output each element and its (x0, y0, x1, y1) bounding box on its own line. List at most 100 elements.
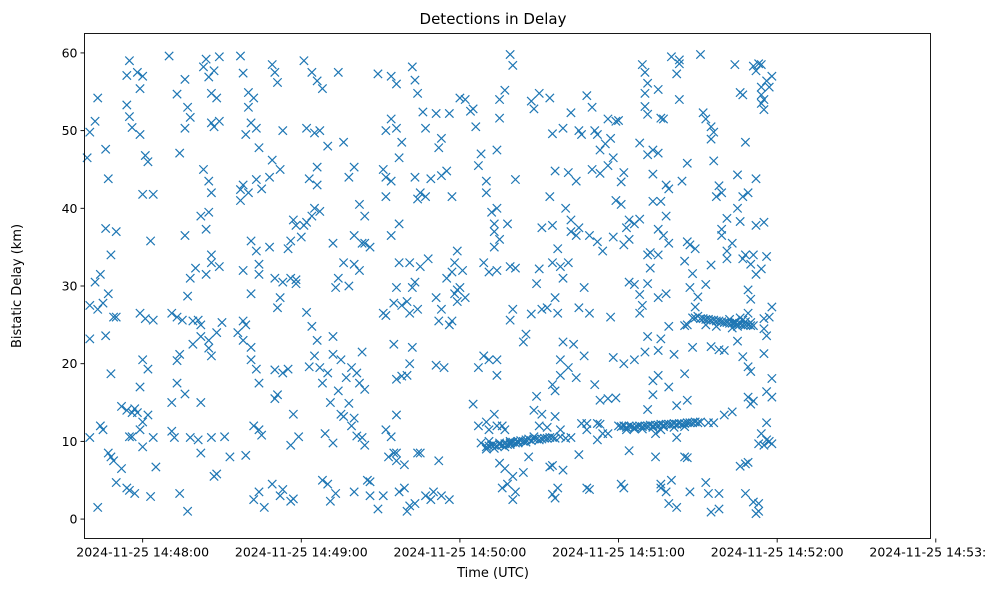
data-point (101, 144, 111, 154)
data-point (571, 373, 581, 383)
data-point (592, 237, 603, 247)
data-point (590, 380, 600, 390)
data-point (555, 261, 565, 272)
data-point (331, 488, 341, 499)
data-point (124, 432, 135, 442)
data-point (555, 425, 565, 435)
data-point (235, 51, 246, 61)
data-point (605, 312, 616, 322)
data-point (354, 199, 365, 210)
data-point (518, 467, 528, 478)
data-point (93, 304, 103, 314)
data-point (412, 194, 423, 204)
data-point (394, 258, 404, 268)
data-point (563, 167, 573, 178)
data-point (196, 397, 206, 408)
data-point (537, 304, 547, 314)
data-point (616, 199, 626, 210)
data-point (399, 483, 410, 493)
data-point (116, 401, 127, 412)
data-point (122, 405, 132, 415)
data-point (767, 439, 777, 449)
data-point (415, 188, 425, 198)
data-point (521, 329, 531, 339)
data-point (434, 456, 444, 466)
data-point (746, 259, 756, 269)
data-point (648, 145, 658, 155)
data-point (307, 211, 317, 221)
data-point (357, 347, 367, 357)
data-point (653, 84, 663, 95)
data-point (389, 298, 399, 308)
data-point (732, 321, 743, 332)
data-point (709, 418, 719, 428)
data-point (624, 277, 634, 287)
data-point (93, 502, 103, 513)
data-point (529, 104, 539, 114)
data-point (349, 487, 359, 497)
data-point (349, 259, 359, 269)
data-point (558, 337, 568, 347)
data-point (122, 100, 132, 110)
data-point (508, 471, 518, 481)
data-point (582, 91, 592, 101)
data-point (701, 114, 711, 124)
data-point (642, 404, 653, 415)
data-point (648, 390, 658, 400)
data-point (333, 273, 343, 283)
data-point (555, 370, 565, 380)
data-point (85, 300, 95, 311)
data-point (254, 143, 264, 153)
data-point (193, 315, 203, 325)
data-point (661, 487, 671, 497)
data-point (658, 114, 669, 124)
data-point (608, 352, 618, 363)
data-point (460, 293, 470, 303)
data-point (267, 479, 277, 489)
data-point (526, 309, 536, 319)
data-point (251, 174, 261, 185)
data-point (550, 386, 560, 396)
data-point (381, 192, 391, 202)
data-point (735, 216, 745, 227)
data-point (672, 69, 682, 79)
data-point (177, 315, 187, 325)
data-point (642, 331, 653, 342)
data-point (571, 230, 581, 241)
data-point (389, 448, 399, 458)
data-point (275, 164, 285, 175)
data-point (246, 355, 256, 365)
data-point (320, 428, 330, 439)
data-point (111, 477, 121, 488)
data-point (381, 125, 391, 136)
data-point (680, 421, 690, 432)
data-point (547, 460, 558, 471)
data-point (500, 85, 510, 95)
data-point (360, 384, 370, 394)
data-point (468, 399, 478, 409)
data-point (167, 397, 177, 408)
data-point (204, 176, 214, 186)
data-point (436, 304, 447, 314)
data-point (574, 303, 584, 313)
data-point (761, 418, 772, 428)
data-point (666, 475, 677, 485)
data-point (98, 298, 108, 308)
data-point (561, 203, 571, 213)
data-point (746, 366, 756, 377)
data-point (701, 477, 711, 488)
data-point (656, 113, 666, 123)
data-point (635, 138, 645, 148)
data-point (135, 129, 145, 140)
data-point (489, 409, 499, 419)
data-point (172, 355, 182, 366)
data-point (402, 296, 412, 307)
data-point (510, 438, 521, 448)
data-point (225, 452, 235, 462)
data-point (294, 432, 304, 442)
data-point (201, 54, 211, 64)
data-point (304, 362, 314, 372)
data-point (653, 345, 663, 356)
data-point (650, 428, 661, 439)
data-point (185, 432, 195, 443)
